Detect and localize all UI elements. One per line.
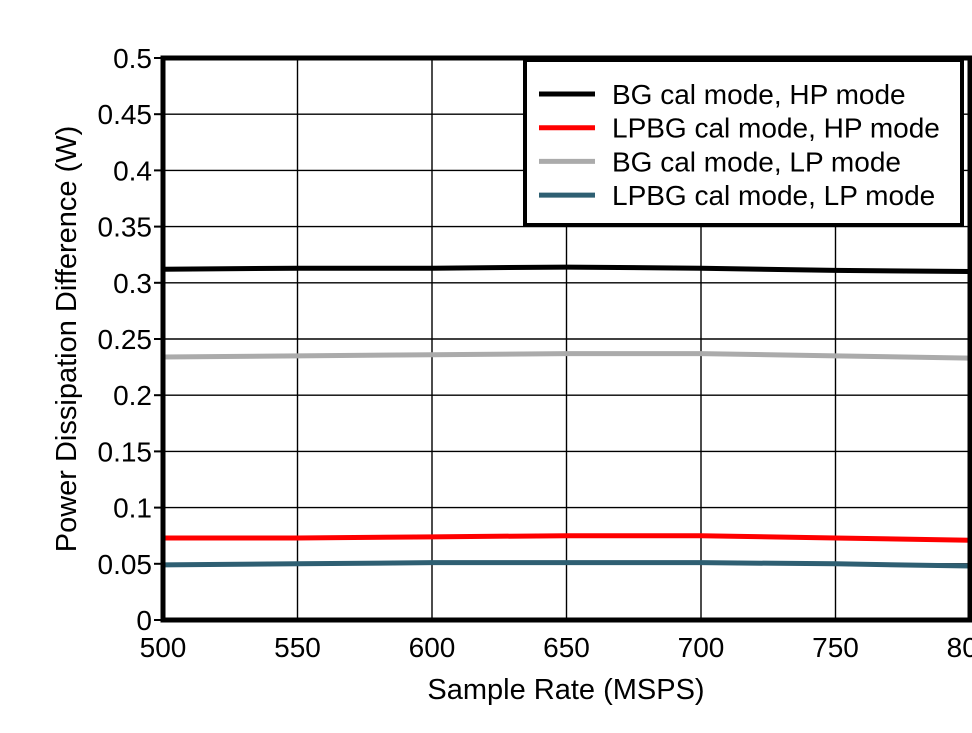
- x-tick-label: 550: [274, 632, 321, 663]
- x-tick-label: 750: [812, 632, 859, 663]
- y-tick-label: 0.5: [113, 43, 152, 74]
- y-axis-title: Power Dissipation Difference (W): [51, 126, 83, 553]
- legend-label: LPBG cal mode, HP mode: [612, 113, 940, 144]
- power-dissipation-line-chart: 500 550 600 650 700 750 800 0 0.05 0.1 0.15 0.2 0.25…: [40, 16, 972, 717]
- y-tick-label: 0.3: [113, 268, 152, 299]
- legend-label: BG cal mode, LP mode: [612, 146, 901, 177]
- x-tick-label: 650: [543, 632, 590, 663]
- y-tick-label: 0: [136, 605, 152, 636]
- x-axis-title: Sample Rate (MSPS): [427, 674, 704, 706]
- y-tick-label: 0.25: [98, 324, 153, 355]
- legend-label: LPBG cal mode, LP mode: [612, 180, 935, 211]
- y-tick-label: 0.1: [113, 493, 152, 524]
- axis-ticks: [154, 58, 161, 620]
- y-tick-label: 0.45: [98, 99, 153, 130]
- x-tick-label: 500: [140, 632, 187, 663]
- x-tick-label: 800: [947, 632, 972, 663]
- y-tick-label: 0.2: [113, 380, 152, 411]
- x-tick-label: 600: [409, 632, 456, 663]
- x-tick-label: 700: [678, 632, 725, 663]
- y-tick-label: 0.4: [113, 155, 152, 186]
- y-tick-label: 0.15: [98, 436, 153, 467]
- legend-label: BG cal mode, HP mode: [612, 79, 906, 110]
- y-tick-label: 0.35: [98, 212, 153, 243]
- y-tick-label: 0.05: [98, 549, 153, 580]
- chart-svg: 500 550 600 650 700 750 800 0 0.05 0.1 0.15 0.2 0.25…: [40, 16, 972, 717]
